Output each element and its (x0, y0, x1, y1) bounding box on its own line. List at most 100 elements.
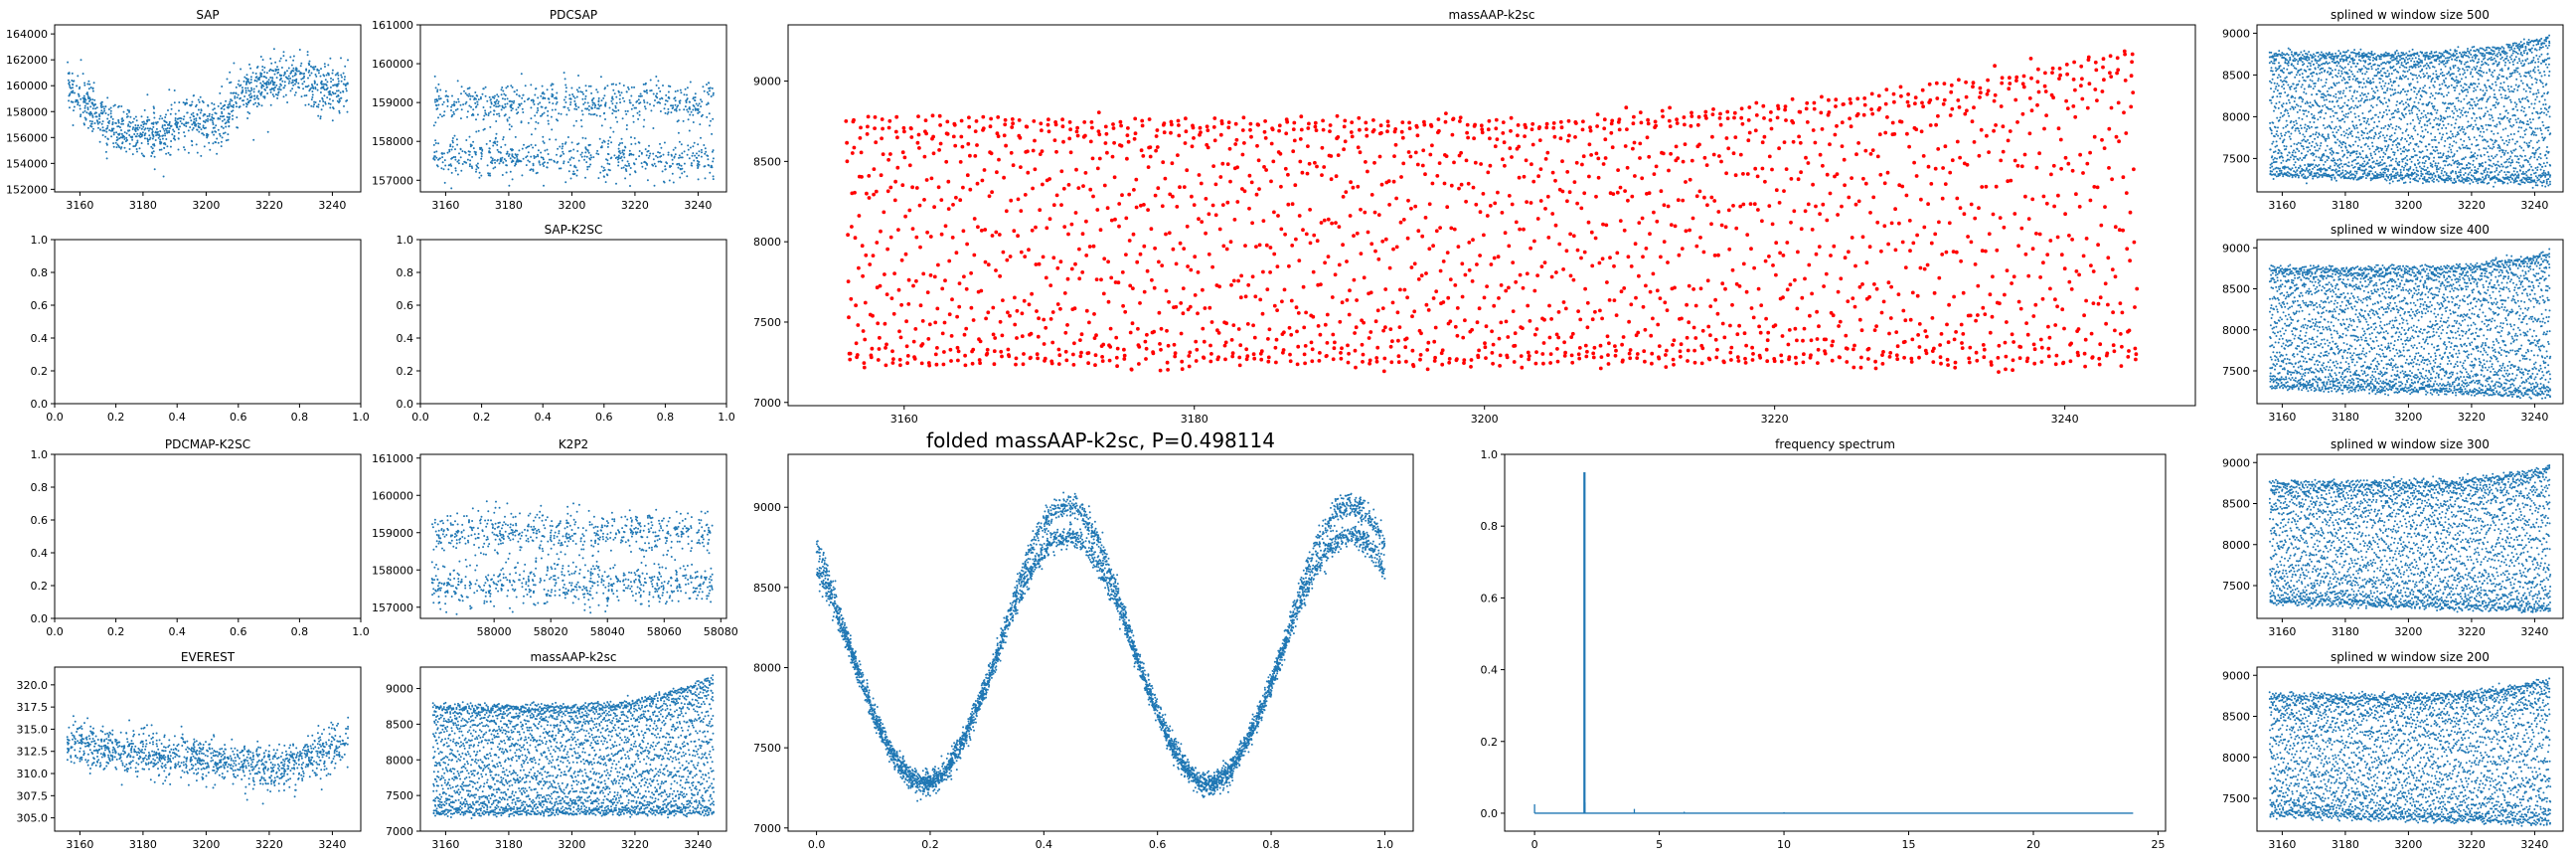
axes-frame-k2p2 (419, 453, 727, 619)
y-tick-label: 0.0 (1481, 807, 1499, 820)
x-tick-label: 0.8 (291, 625, 309, 638)
y-tick-label: 8000 (2222, 539, 2250, 552)
x-tick-label: 3160 (2268, 838, 2296, 851)
y-tick-label: 7500 (2222, 580, 2250, 593)
panel-spline400: 3160 3180 3200 3220 3240 7500 8000 8500 9000 spli… (2222, 223, 2564, 424)
x-tick-label: 3180 (2332, 411, 2359, 424)
x-tick-label: 3200 (2394, 838, 2422, 851)
y-tick-label: 8000 (2222, 324, 2250, 337)
chart-title: folded massAAP-k2sc, P=0.498114 (926, 429, 1275, 452)
y-tick-label: 8500 (753, 582, 781, 595)
y-tick-label: 9000 (386, 683, 413, 696)
x-tick-label: 0.0 (808, 838, 826, 851)
y-tick-label: 305.0 (17, 812, 49, 825)
x-tick-label: 0.8 (291, 411, 309, 424)
y-tick-label: 0.8 (31, 266, 49, 279)
y-tick-label: 8000 (753, 236, 781, 249)
x-tick-label: 3220 (2458, 838, 2486, 851)
x-tick-label: 3160 (66, 199, 93, 212)
x-tick-label: 0.4 (1036, 838, 1053, 851)
axes-frame-massaap_small (419, 666, 727, 832)
y-tick-label: 8500 (2222, 283, 2250, 296)
series-points-k2p2 (430, 500, 714, 615)
y-tick-label: 0.6 (1481, 592, 1499, 604)
x-tick-label: 3160 (66, 838, 93, 851)
series-points-spline200 (2268, 677, 2552, 827)
x-tick-label: 0.6 (230, 625, 247, 638)
y-tick-label: 8500 (386, 718, 413, 731)
x-tick-label: 0.0 (411, 411, 429, 424)
x-tick-label: 0.8 (657, 411, 675, 424)
x-tick-label: 3200 (192, 199, 220, 212)
panel-pdcmapk2sc: 0.0 0.2 0.4 0.6 0.8 1.0 0.0 0.2 0.4 0.6 0.8 1.0 PDCM… (31, 437, 370, 638)
x-tick-label: 1.0 (352, 411, 370, 424)
x-tick-label: 0.2 (921, 838, 939, 851)
plot-area-massaap_small (431, 674, 716, 819)
chart-title: SAP-K2SC (545, 223, 603, 237)
panel-massaap_small: 3160 3180 3200 3220 3240 7000 7500 8000 8500 9000… (386, 650, 727, 851)
y-tick-label: 8000 (386, 754, 413, 767)
y-tick-label: 0.0 (31, 612, 49, 625)
x-tick-label: 3200 (558, 838, 585, 851)
axes-frame-everest (54, 666, 362, 832)
chart-title: SAP (196, 8, 219, 22)
y-tick-label: 162000 (6, 54, 48, 67)
y-tick-label: 0.2 (31, 580, 49, 593)
x-tick-label: 3180 (129, 838, 157, 851)
y-tick-label: 0.2 (31, 365, 49, 378)
y-tick-label: 0.8 (31, 481, 49, 494)
x-tick-label: 3160 (890, 413, 918, 426)
x-tick-label: 5 (1656, 838, 1663, 851)
y-tick-label: 158000 (372, 135, 413, 148)
y-tick-label: 307.5 (17, 789, 49, 802)
y-tick-label: 157000 (372, 174, 413, 187)
x-tick-label: 3240 (318, 838, 346, 851)
chart-title: splined w window size 400 (2331, 223, 2490, 237)
series-points-folded (815, 491, 1386, 802)
x-tick-label: 0.2 (473, 411, 491, 424)
x-tick-label: 3180 (2332, 199, 2359, 212)
x-tick-label: 58080 (704, 625, 738, 638)
axes-frame-sap (54, 24, 362, 193)
panel-spectrum: 0 5 10 15 20 25 0.0 0.2 0.4 0.6 0.8 1.0 frequency sp… (1481, 437, 2167, 851)
y-tick-label: 9000 (2222, 456, 2250, 469)
plot-area-spline500 (2268, 34, 2552, 189)
plot-area-folded (815, 491, 1386, 802)
x-tick-label: 3240 (684, 199, 712, 212)
y-tick-label: 7500 (2222, 152, 2250, 165)
y-tick-label: 9000 (2222, 669, 2250, 682)
y-tick-label: 7000 (386, 825, 413, 838)
x-tick-label: 3180 (2332, 625, 2359, 638)
plot-area-spline200 (2268, 677, 2552, 827)
plot-area-spline300 (2268, 464, 2552, 614)
chart-title: PDCMAP-K2SC (165, 437, 250, 451)
y-tick-label: 159000 (372, 96, 413, 109)
y-tick-label: 161000 (372, 19, 413, 32)
axes-frame-sapk2sc (419, 239, 727, 405)
y-tick-label: 9000 (753, 501, 781, 514)
panel-massaap_main: 3160 3180 3200 3220 3240 7000 7500 8000 8500 9000… (753, 8, 2196, 426)
x-tick-label: 3220 (2458, 199, 2486, 212)
y-tick-label: 8500 (2222, 498, 2250, 511)
series-points-massaap_small (431, 674, 716, 819)
y-tick-label: 152000 (6, 183, 48, 196)
y-tick-label: 164000 (6, 28, 48, 41)
y-tick-label: 159000 (372, 527, 413, 540)
chart-title: massAAP-k2sc (530, 650, 616, 664)
y-tick-label: 7500 (2222, 365, 2250, 378)
x-tick-label: 0.6 (230, 411, 247, 424)
x-tick-label: 3160 (2268, 625, 2296, 638)
y-tick-label: 0.6 (31, 514, 49, 527)
x-tick-label: 0.2 (107, 411, 125, 424)
y-tick-label: 160000 (372, 58, 413, 71)
plot-area-spline400 (2268, 248, 2552, 400)
x-tick-label: 3240 (684, 838, 712, 851)
y-tick-label: 7000 (753, 822, 781, 835)
x-tick-label: 0.6 (1149, 838, 1167, 851)
x-tick-label: 0 (1531, 838, 1538, 851)
chart-title: massAAP-k2sc (1448, 8, 1534, 22)
y-tick-label: 7500 (753, 742, 781, 755)
panel-spline500: 3160 3180 3200 3220 3240 7500 8000 8500 9000 spli… (2222, 8, 2564, 212)
